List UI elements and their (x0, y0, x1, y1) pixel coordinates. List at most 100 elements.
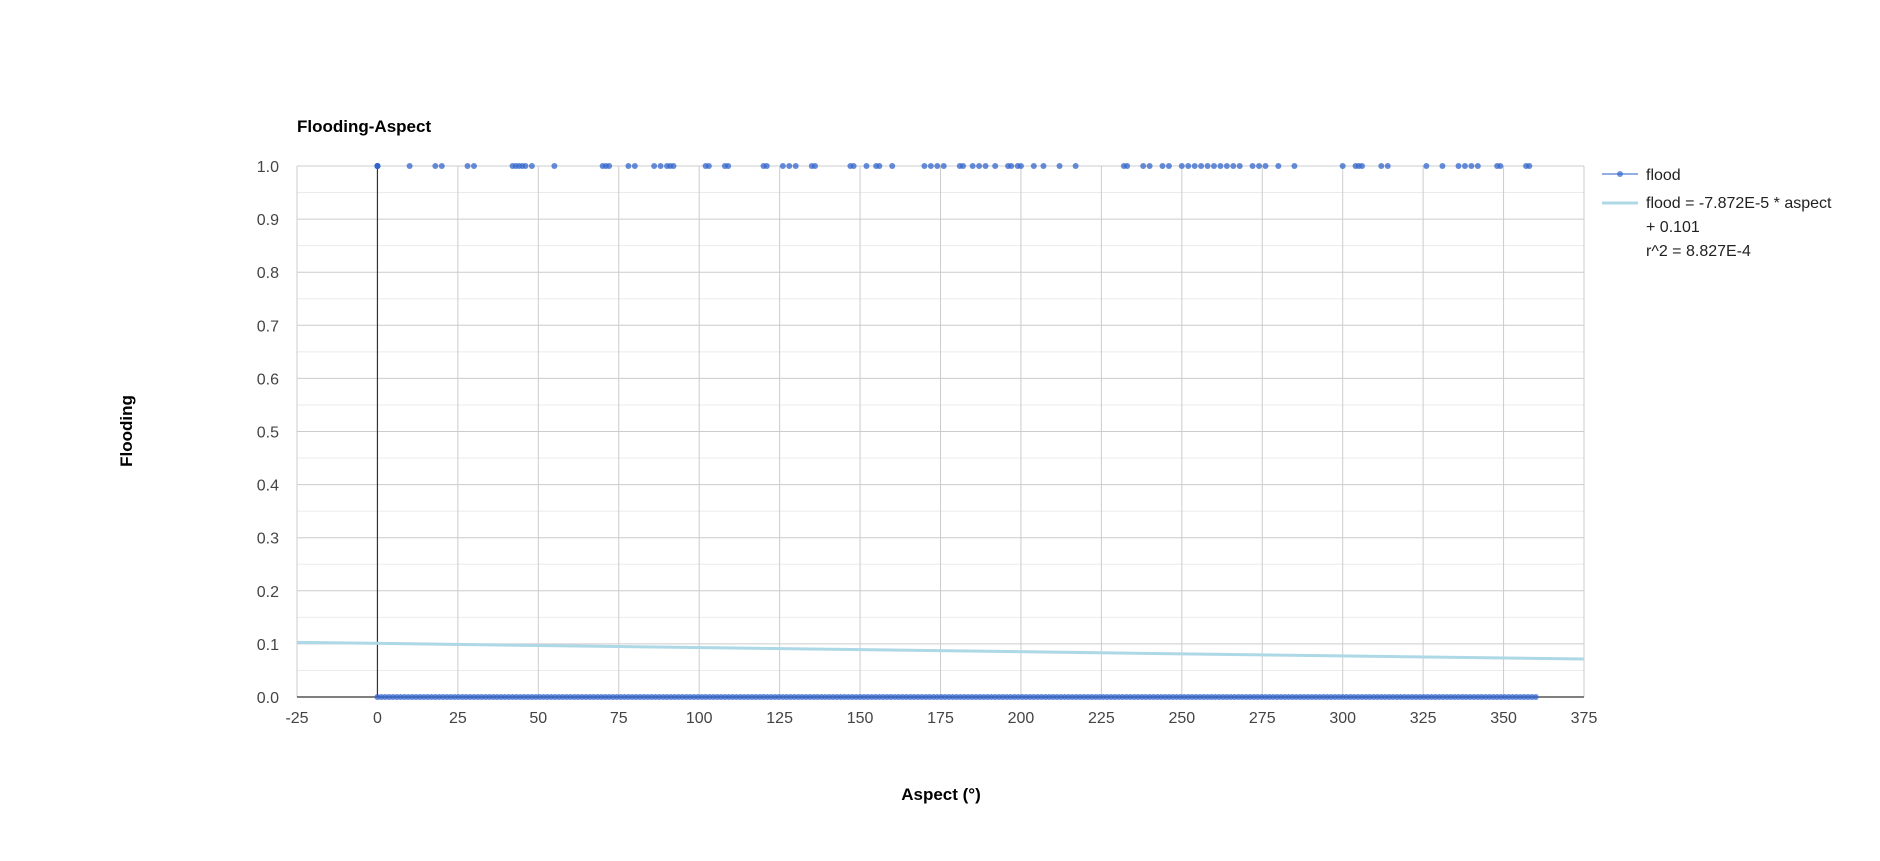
data-point-flood-0 (1532, 694, 1539, 700)
data-point-flood-1 (1124, 163, 1131, 169)
data-point-flood-1 (1178, 163, 1185, 169)
data-point-flood-1 (625, 163, 632, 169)
data-point-flood-1 (651, 163, 658, 169)
data-point-flood-1 (1526, 163, 1533, 169)
data-point-flood-1 (1040, 163, 1047, 169)
data-point-flood-1 (1191, 163, 1198, 169)
legend-marker-flood (1617, 171, 1623, 177)
data-point-flood-1 (406, 163, 413, 169)
data-point-flood-1 (1455, 163, 1462, 169)
data-point-flood-1 (1497, 163, 1504, 169)
x-tick-label: 225 (1088, 710, 1115, 727)
data-point-flood-1 (1236, 163, 1243, 169)
y-tick-label: 0.5 (257, 425, 279, 442)
x-tick-labels: -25 0 25 50 75 100 125 150 175 200 225 250 275 300 325… (285, 710, 1597, 727)
x-tick-label: 300 (1329, 710, 1356, 727)
y-axis-title: Flooding (117, 395, 136, 467)
y-tick-label: 0.2 (257, 584, 279, 601)
x-tick-label: 0 (373, 710, 382, 727)
data-point-flood-1 (934, 163, 941, 169)
data-point-flood-1 (1358, 163, 1365, 169)
data-point-flood-1 (982, 163, 989, 169)
data-point-flood-1 (1474, 163, 1481, 169)
data-point-flood-1 (1056, 163, 1063, 169)
data-point-flood-1 (850, 163, 857, 169)
x-tick-label: 175 (927, 710, 954, 727)
data-point-flood-1 (374, 163, 381, 169)
grid (296, 165, 1585, 698)
y-tick-label: 0.0 (257, 690, 279, 707)
data-point-flood-1 (551, 163, 558, 169)
x-tick-label: 25 (449, 710, 467, 727)
data-point-flood-1 (786, 163, 793, 169)
x-tick-label: 75 (610, 710, 628, 727)
data-point-flood-1 (438, 163, 445, 169)
data-point-flood-1 (1468, 163, 1475, 169)
data-point-flood-1 (631, 163, 638, 169)
data-point-flood-1 (1159, 163, 1166, 169)
data-point-flood-1 (1008, 163, 1015, 169)
data-point-flood-1 (1291, 163, 1298, 169)
data-point-flood-1 (1423, 163, 1430, 169)
data-point-flood-1 (606, 163, 613, 169)
data-point-flood-1 (1256, 163, 1263, 169)
trendline (296, 640, 1585, 661)
data-point-flood-1 (464, 163, 471, 169)
data-point-flood-1 (1439, 163, 1446, 169)
data-point-flood-1 (976, 163, 983, 169)
data-point-flood-1 (1204, 163, 1211, 169)
data-point-flood-1 (927, 163, 934, 169)
data-point-flood-1 (1275, 163, 1282, 169)
data-point-flood-1 (763, 163, 770, 169)
data-point-flood-1 (1223, 163, 1230, 169)
data-point-flood-1 (992, 163, 999, 169)
data-point-flood-1 (1461, 163, 1468, 169)
y-tick-label: 0.6 (257, 371, 279, 388)
data-point-flood-1 (1339, 163, 1346, 169)
trendline-layer (296, 640, 1585, 661)
data-point-flood-1 (1165, 163, 1172, 169)
data-point-flood-1 (969, 163, 976, 169)
y-tick-label: 0.4 (257, 478, 279, 495)
data-point-flood-1 (960, 163, 967, 169)
data-point-flood-1 (1140, 163, 1147, 169)
y-tick-label: 0.8 (257, 265, 279, 282)
data-point-flood-1 (1072, 163, 1079, 169)
data-point-flood-1 (470, 163, 477, 169)
y-tick-label: 0.9 (257, 212, 279, 229)
data-point-flood-1 (863, 163, 870, 169)
x-tick-label: 350 (1490, 710, 1517, 727)
data-point-flood-1 (1384, 163, 1391, 169)
y-tick-label: 0.7 (257, 318, 279, 335)
x-tick-label: 200 (1008, 710, 1035, 727)
legend-label-flood: flood (1646, 167, 1681, 184)
x-tick-label: 100 (686, 710, 713, 727)
data-point-flood-1 (522, 163, 529, 169)
data-point-flood-1 (1210, 163, 1217, 169)
data-point-flood-1 (657, 163, 664, 169)
data-point-flood-1 (812, 163, 819, 169)
data-point-flood-1 (876, 163, 883, 169)
data-point-flood-1 (779, 163, 786, 169)
x-tick-label: 150 (847, 710, 874, 727)
data-point-flood-1 (792, 163, 799, 169)
y-tick-label: 0.3 (257, 531, 279, 548)
x-tick-label: 375 (1571, 710, 1598, 727)
data-point-flood-1 (670, 163, 677, 169)
data-point-flood-1 (705, 163, 712, 169)
points-layer (374, 163, 1539, 700)
x-tick-label: 275 (1249, 710, 1276, 727)
data-point-flood-1 (432, 163, 439, 169)
data-point-flood-1 (1378, 163, 1385, 169)
data-point-flood-1 (528, 163, 535, 169)
x-tick-label: 50 (529, 710, 547, 727)
data-point-flood-1 (1030, 163, 1037, 169)
legend-label-trendline-3: r^2 = 8.827E-4 (1646, 243, 1751, 260)
y-tick-labels: 0.0 0.1 0.2 0.3 0.4 0.5 0.6 0.7 0.8 0.9 1.0 (257, 159, 279, 707)
data-point-flood-1 (725, 163, 732, 169)
data-point-flood-1 (889, 163, 896, 169)
legend-label-trendline-1: flood = -7.872E-5 * aspect (1646, 195, 1832, 212)
data-point-flood-1 (1249, 163, 1256, 169)
data-point-flood-1 (940, 163, 947, 169)
